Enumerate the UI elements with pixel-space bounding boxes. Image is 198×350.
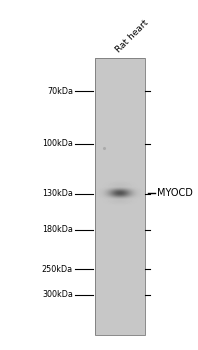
Text: 70kDa: 70kDa	[47, 87, 73, 96]
Text: 180kDa: 180kDa	[42, 225, 73, 234]
Text: 250kDa: 250kDa	[42, 265, 73, 274]
Bar	[95, 58, 145, 335]
Bar	[95, 58, 145, 68]
Text: 130kDa: 130kDa	[42, 189, 73, 198]
Text: Rat heart: Rat heart	[114, 18, 150, 54]
Text: MYOCD: MYOCD	[157, 188, 193, 198]
Text: 100kDa: 100kDa	[42, 139, 73, 148]
Text: 300kDa: 300kDa	[42, 290, 73, 299]
